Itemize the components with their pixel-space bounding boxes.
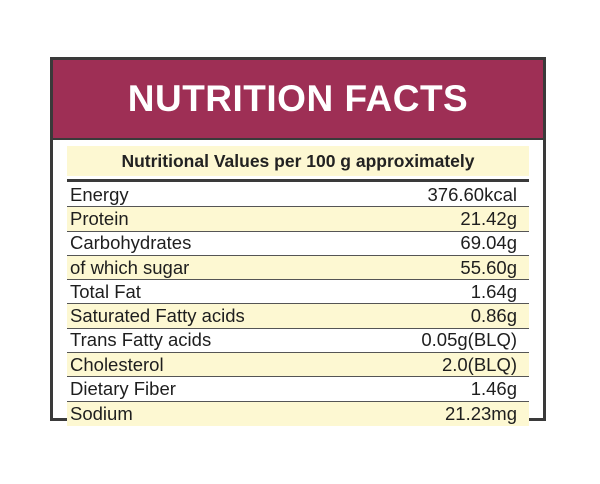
nutrient-row-total-fat: Total Fat 1.64g [67, 280, 529, 305]
nutrient-name: Cholesterol [70, 353, 164, 375]
nutrient-row-protein: Protein 21.42g [67, 207, 529, 232]
nutrient-row-sodium: Sodium 21.23mg [67, 401, 529, 426]
nutrient-row-cholesterol: Cholesterol 2.0(BLQ) [67, 353, 529, 378]
nutrient-value: 2.0(BLQ) [441, 353, 517, 375]
nutrient-value: 55.60g [460, 256, 517, 278]
nutrient-row-energy: Energy 376.60kcal [67, 183, 529, 208]
header-divider [67, 179, 529, 182]
nutrient-value: 69.04g [460, 232, 517, 254]
title-bar: NUTRITION FACTS [53, 60, 543, 140]
nutrient-name: Saturated Fatty acids [70, 305, 245, 327]
nutrient-name: Total Fat [70, 280, 141, 302]
nutrient-name: Trans Fatty acids [70, 329, 212, 351]
nutrient-value: 21.42g [460, 207, 517, 229]
nutrient-name: Carbohydrates [70, 232, 192, 254]
nutrition-label: NUTRITION FACTS Nutritional Values per 1… [50, 57, 546, 426]
nutrient-value: 0.05g(BLQ) [421, 329, 517, 351]
nutrient-row-trans-fat: Trans Fatty acids 0.05g(BLQ) [67, 329, 529, 354]
nutrient-value: 0.86g [470, 305, 517, 327]
nutrient-table: Energy 376.60kcal Protein 21.42g Carbohy… [67, 183, 529, 426]
nutrient-value: 21.23mg [445, 402, 517, 424]
nutrient-name: of which sugar [70, 256, 190, 278]
nutrient-name: Sodium [70, 402, 133, 424]
nutrient-value: 1.46g [470, 378, 517, 400]
label-subtitle: Nutritional Values per 100 g approximate… [121, 150, 475, 171]
label-title: NUTRITION FACTS [127, 78, 469, 119]
nutrient-row-sugar: of which sugar 55.60g [67, 255, 529, 281]
subtitle-band: Nutritional Values per 100 g approximate… [67, 146, 529, 176]
nutrient-name: Energy [70, 183, 129, 205]
nutrient-row-carbohydrates: Carbohydrates 69.04g [67, 232, 529, 256]
nutrient-row-saturated-fat: Saturated Fatty acids 0.86g [67, 304, 529, 329]
nutrient-name: Dietary Fiber [70, 378, 176, 400]
nutrient-value: 1.64g [470, 280, 517, 302]
nutrient-row-dietary-fiber: Dietary Fiber 1.46g [67, 377, 529, 402]
nutrient-name: Protein [70, 207, 129, 229]
nutrient-value: 376.60kcal [427, 183, 517, 205]
